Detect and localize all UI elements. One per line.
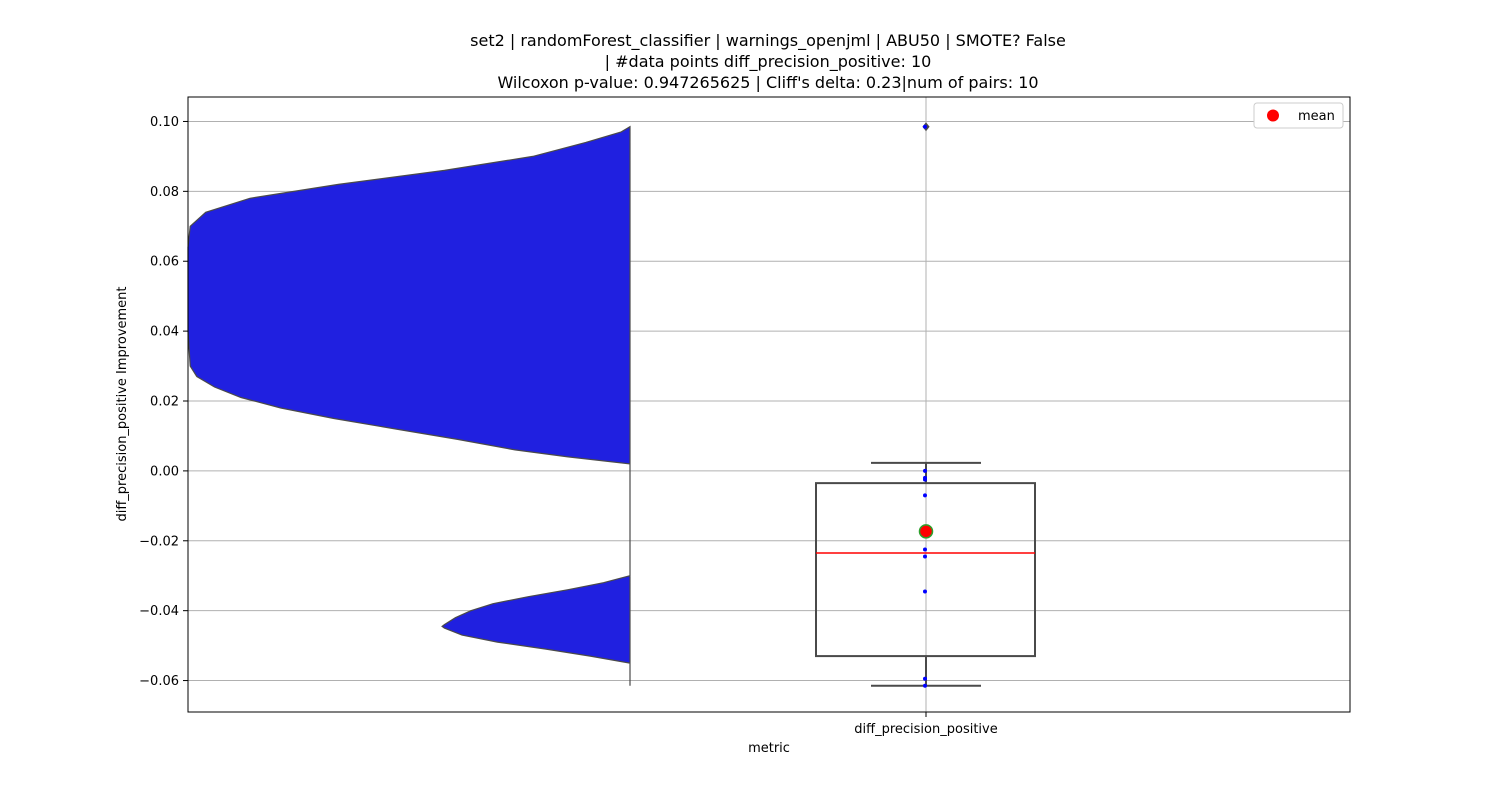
chart-title-line-2: | #data points diff_precision_positive: … — [605, 52, 932, 72]
legend-box — [1253, 102, 1344, 129]
data-points — [918, 124, 934, 688]
y-tick-label: −0.06 — [139, 674, 179, 689]
y-tick-label: −0.02 — [139, 534, 179, 549]
plot-frame — [187, 96, 1351, 713]
violin-body — [187, 125, 631, 686]
box-iqr — [815, 482, 1036, 658]
violin-plot — [187, 125, 631, 686]
y-tick-label: 0.06 — [150, 255, 179, 270]
y-tick-label: 0.08 — [150, 185, 179, 200]
data-point — [923, 493, 927, 498]
legend-mean-label: mean — [1298, 109, 1335, 124]
chart-title-line-1: set2 | randomForest_classifier | warning… — [470, 31, 1066, 51]
y-tick-label: 0.10 — [150, 115, 179, 130]
legend: mean — [1253, 102, 1344, 129]
data-point — [923, 683, 927, 688]
y-tick-label: 0.00 — [150, 464, 179, 479]
data-point — [923, 676, 927, 681]
legend-mean-marker — [1267, 109, 1279, 122]
y-axis-label: diff_precision_positive Improvement — [115, 286, 130, 521]
y-axis-ticks: −0.06 −0.04 −0.02 0.00 0.02 0.04 0.06 0.08 0.10 — [139, 115, 188, 689]
y-tick-label: 0.04 — [150, 325, 179, 340]
data-point — [923, 589, 927, 594]
data-point — [923, 547, 927, 552]
mean-marker — [918, 524, 934, 539]
y-tick-label: 0.02 — [150, 395, 179, 410]
data-point — [923, 554, 927, 559]
data-point — [923, 475, 927, 480]
x-axis-ticks: diff_precision_positive — [854, 712, 998, 737]
x-axis-label: metric — [748, 741, 790, 756]
data-point — [923, 124, 927, 129]
y-tick-label: −0.04 — [139, 604, 179, 619]
data-point — [923, 468, 927, 473]
x-tick-label: diff_precision_positive — [854, 722, 997, 737]
chart-title-line-3: Wilcoxon p-value: 0.947265625 | Cliff's … — [497, 73, 1038, 92]
